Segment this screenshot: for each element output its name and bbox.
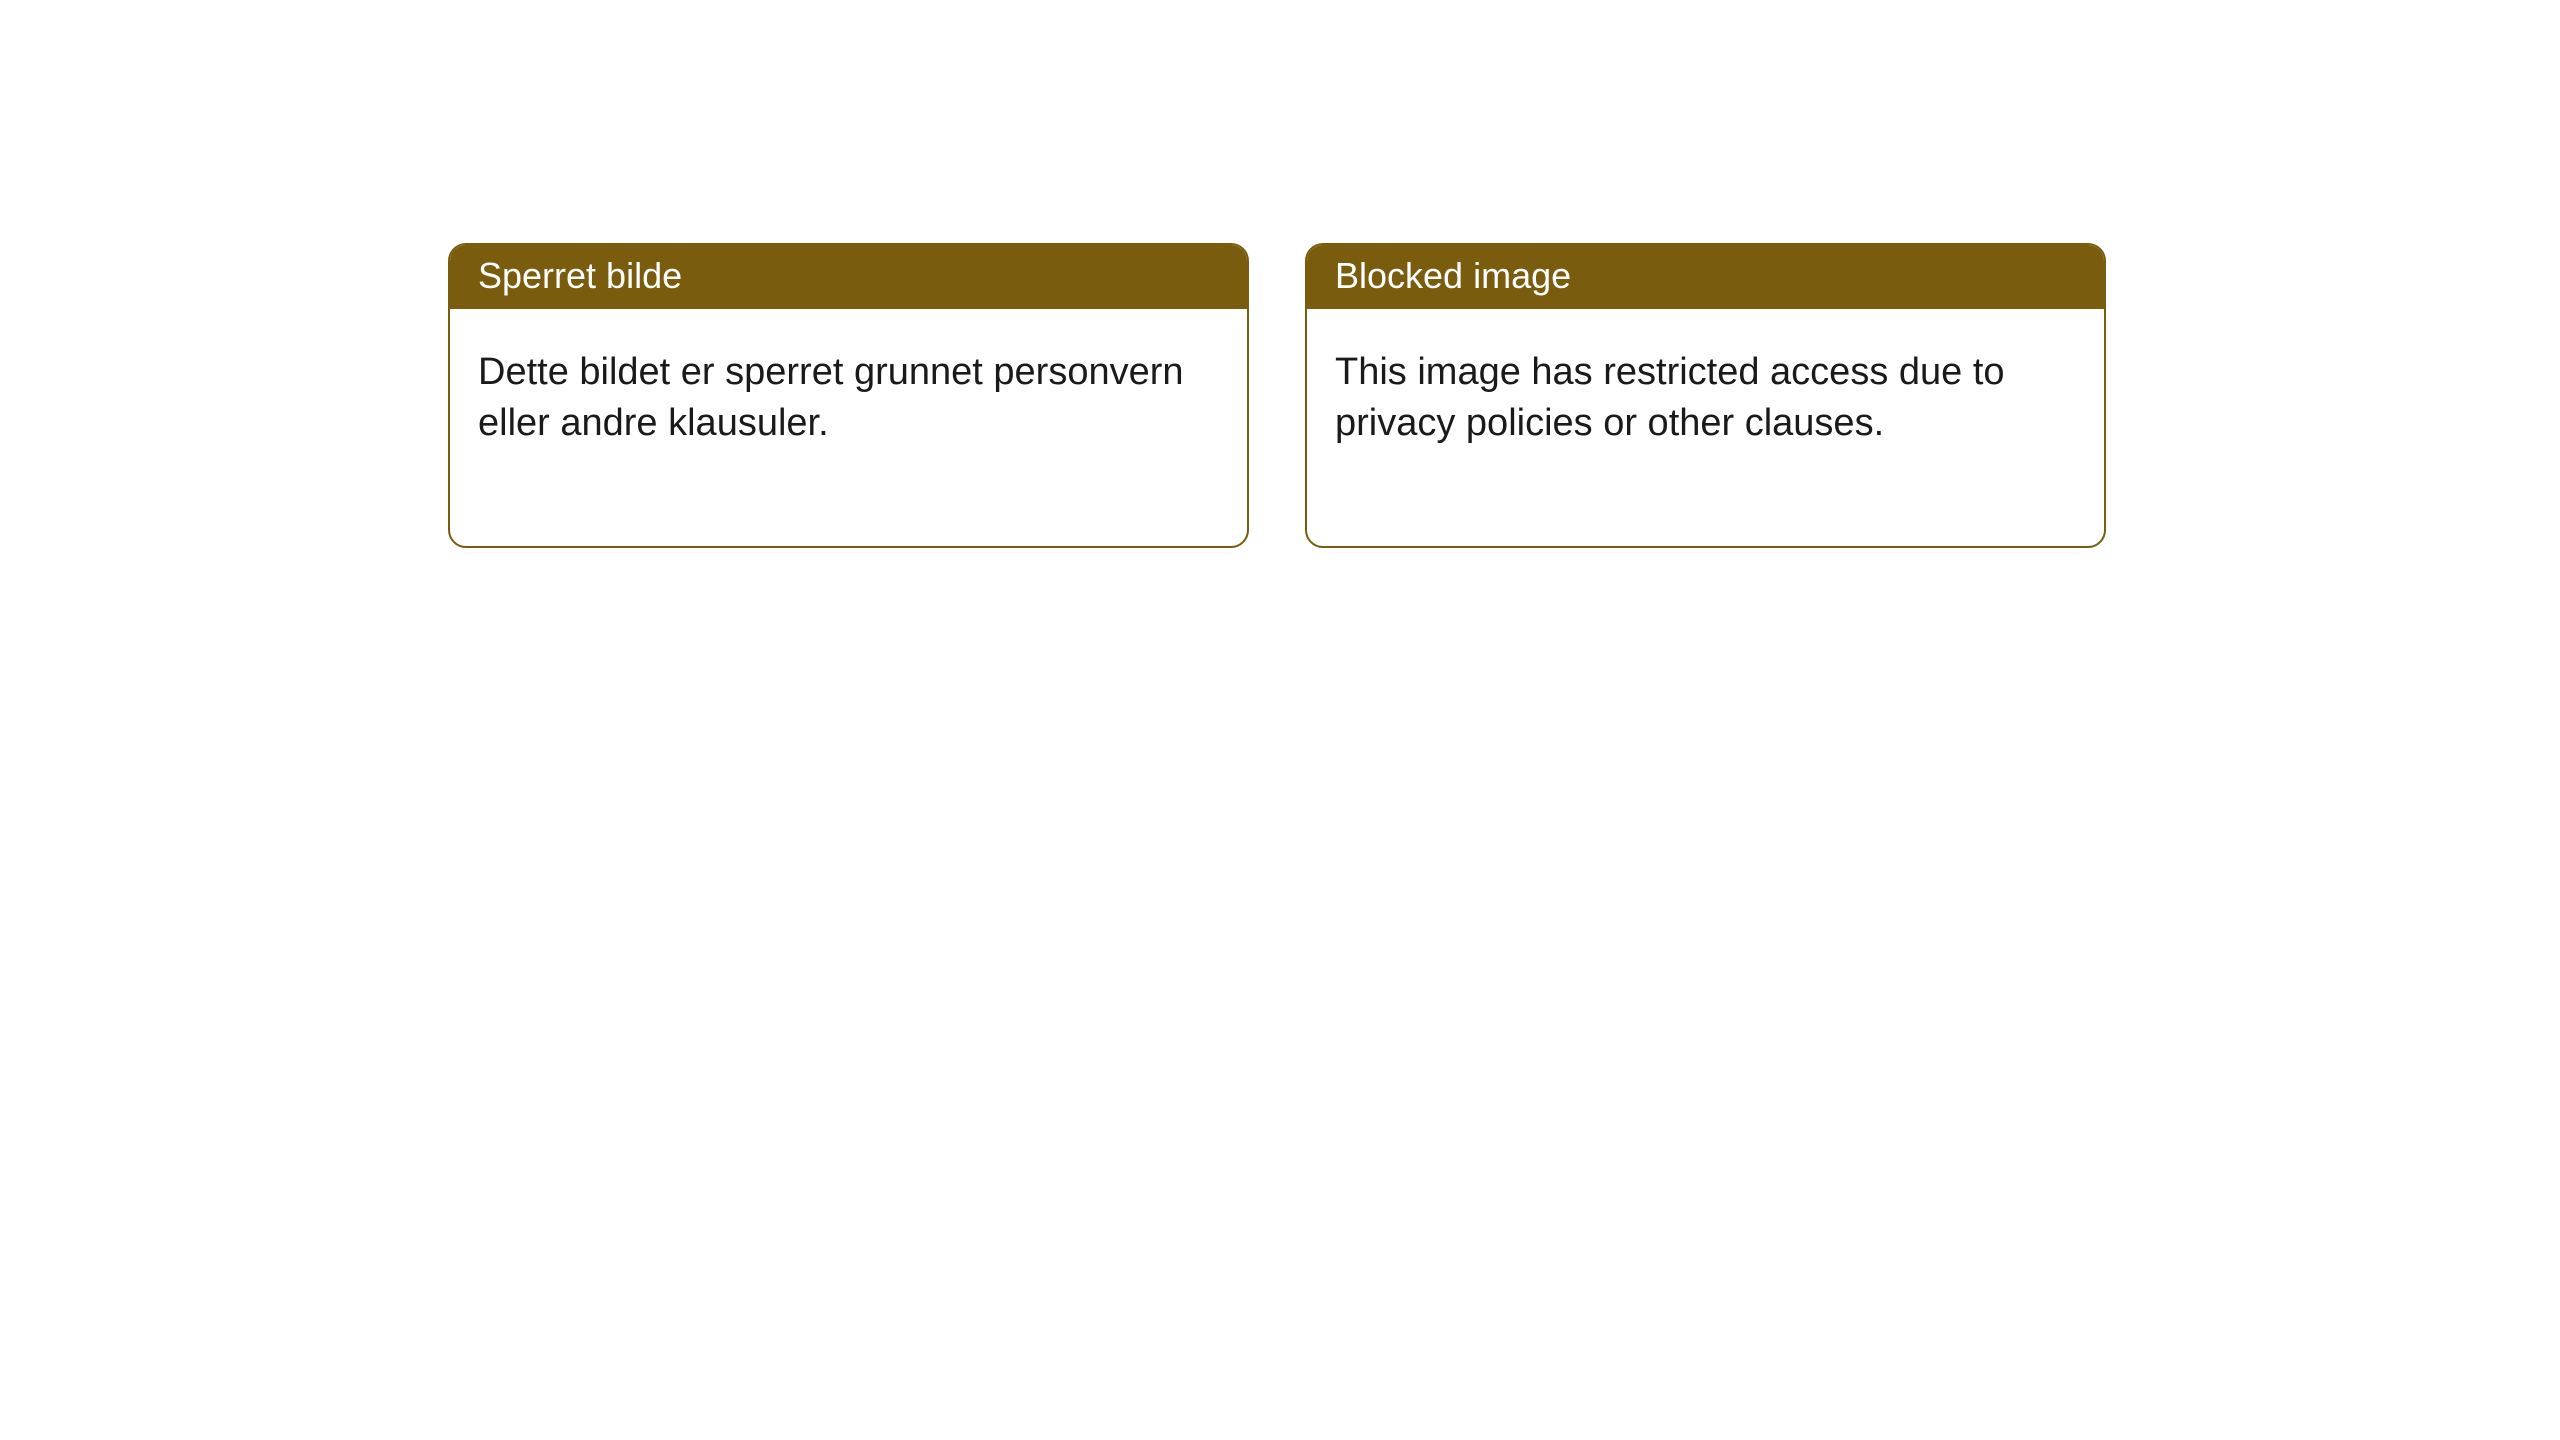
blocked-image-card-norwegian: Sperret bilde Dette bildet er sperret gr…	[448, 243, 1249, 548]
notice-container: Sperret bilde Dette bildet er sperret gr…	[448, 243, 2106, 548]
notice-body-english: This image has restricted access due to …	[1307, 309, 2104, 546]
notice-body-norwegian: Dette bildet er sperret grunnet personve…	[450, 309, 1247, 546]
notice-title-english: Blocked image	[1307, 245, 2104, 309]
blocked-image-card-english: Blocked image This image has restricted …	[1305, 243, 2106, 548]
notice-title-norwegian: Sperret bilde	[450, 245, 1247, 309]
